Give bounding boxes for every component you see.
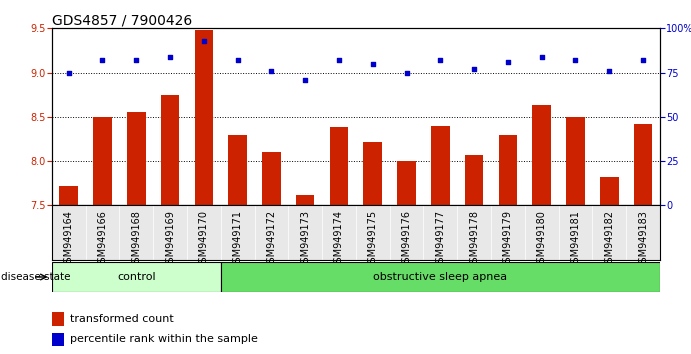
Bar — [296, 195, 314, 205]
Bar — [59, 186, 78, 205]
Bar — [52, 262, 220, 292]
Point — [63, 70, 74, 75]
Text: GSM949181: GSM949181 — [571, 210, 580, 269]
Point — [468, 66, 480, 72]
Point — [638, 57, 649, 63]
Point — [570, 57, 581, 63]
Text: GSM949164: GSM949164 — [64, 210, 74, 269]
Text: GSM949178: GSM949178 — [469, 210, 479, 269]
Text: GSM949175: GSM949175 — [368, 210, 378, 269]
Text: transformed count: transformed count — [70, 314, 174, 324]
Text: control: control — [117, 272, 155, 282]
Point — [435, 57, 446, 63]
Text: GSM949173: GSM949173 — [300, 210, 310, 269]
Text: GSM949174: GSM949174 — [334, 210, 344, 269]
Bar — [499, 135, 517, 205]
Bar — [634, 124, 652, 205]
Bar — [397, 161, 416, 205]
Text: GSM949169: GSM949169 — [165, 210, 175, 269]
Text: GDS4857 / 7900426: GDS4857 / 7900426 — [52, 13, 192, 27]
Point — [131, 57, 142, 63]
Bar — [228, 135, 247, 205]
Text: obstructive sleep apnea: obstructive sleep apnea — [373, 272, 507, 282]
Text: percentile rank within the sample: percentile rank within the sample — [70, 335, 258, 344]
Text: GSM949172: GSM949172 — [267, 210, 276, 269]
Point — [266, 68, 277, 74]
Bar — [52, 312, 64, 326]
Bar — [52, 333, 64, 346]
Text: GSM949171: GSM949171 — [233, 210, 243, 269]
Text: GSM949166: GSM949166 — [97, 210, 108, 269]
Bar — [161, 95, 180, 205]
Point — [367, 61, 378, 67]
Point — [164, 54, 176, 59]
Text: GSM949182: GSM949182 — [604, 210, 614, 269]
Point — [502, 59, 513, 65]
Text: GSM949170: GSM949170 — [199, 210, 209, 269]
Bar — [363, 142, 382, 205]
Text: GSM949176: GSM949176 — [401, 210, 412, 269]
Bar — [127, 112, 146, 205]
Text: disease state: disease state — [1, 272, 70, 282]
Point — [604, 68, 615, 74]
Point — [334, 57, 345, 63]
Bar — [431, 126, 450, 205]
Point — [300, 77, 311, 82]
Text: GSM949179: GSM949179 — [503, 210, 513, 269]
Point — [401, 70, 412, 75]
Point — [536, 54, 547, 59]
Bar — [195, 30, 213, 205]
Bar — [465, 155, 484, 205]
Bar — [566, 117, 585, 205]
Text: GSM949168: GSM949168 — [131, 210, 141, 269]
Text: GSM949183: GSM949183 — [638, 210, 648, 269]
Bar — [220, 262, 660, 292]
Point — [232, 57, 243, 63]
Text: GSM949177: GSM949177 — [435, 210, 445, 269]
Text: GSM949180: GSM949180 — [537, 210, 547, 269]
Point — [198, 38, 209, 44]
Bar — [600, 177, 618, 205]
Bar — [532, 105, 551, 205]
Bar — [262, 152, 281, 205]
Bar — [330, 127, 348, 205]
Point — [97, 57, 108, 63]
Bar — [93, 117, 112, 205]
